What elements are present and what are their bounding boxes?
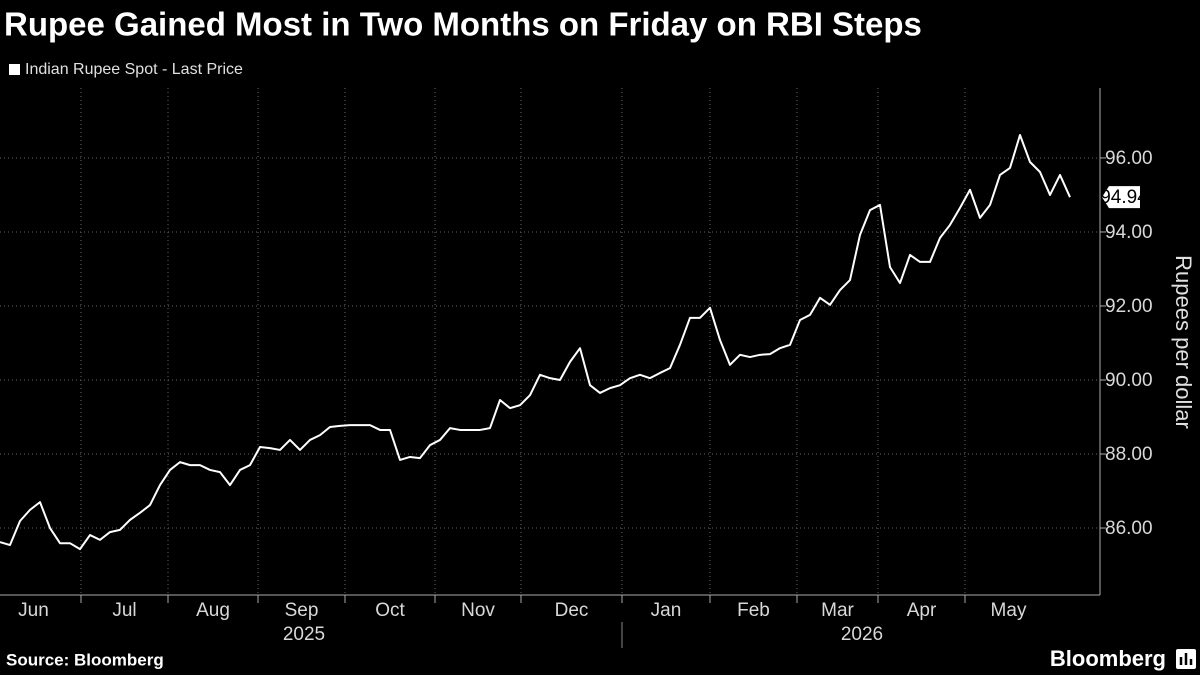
- legend-swatch: [9, 64, 20, 75]
- x-tick-label: Jun: [18, 600, 49, 621]
- x-tick-label: Dec: [555, 600, 589, 621]
- x-tick-label: May: [991, 600, 1027, 621]
- x-tick-label: Oct: [375, 600, 405, 621]
- y-tick-label: 88.00: [1105, 444, 1153, 465]
- y-tick-label: 86.00: [1105, 518, 1153, 539]
- x-tick-label: Mar: [821, 600, 854, 621]
- legend-label: Indian Rupee Spot - Last Price: [25, 61, 243, 78]
- x-tick-label: Sep: [285, 600, 319, 621]
- y-tick-label: 94.00: [1105, 222, 1153, 243]
- last-value-box: [1102, 186, 1140, 209]
- y-tick-label: 92.00: [1105, 296, 1153, 317]
- x-tick-label: Aug: [196, 600, 230, 621]
- y-tick-label: 96.00: [1105, 148, 1153, 169]
- x-tick-label: Apr: [907, 600, 937, 621]
- x-tick-label: Nov: [461, 600, 495, 621]
- line: [0, 133, 1071, 551]
- y-tick-label: 90.00: [1105, 370, 1153, 391]
- chart-title: Rupee Gained Most in Two Months on Frida…: [4, 6, 922, 43]
- x-tick-label: Jan: [651, 600, 682, 621]
- brand-logo-mark: [1179, 653, 1193, 665]
- y-axis-label: Rupees per dollar: [1171, 255, 1196, 429]
- source: Source: Bloomberg: [6, 650, 164, 669]
- last-value-label: 94.94: [1100, 187, 1148, 208]
- year-label: 2025: [283, 624, 325, 645]
- x-tick-label: Feb: [737, 600, 770, 621]
- x-tick-label: Jul: [112, 600, 136, 621]
- year-label: 2026: [841, 624, 883, 645]
- brand: Bloomberg: [1050, 646, 1166, 671]
